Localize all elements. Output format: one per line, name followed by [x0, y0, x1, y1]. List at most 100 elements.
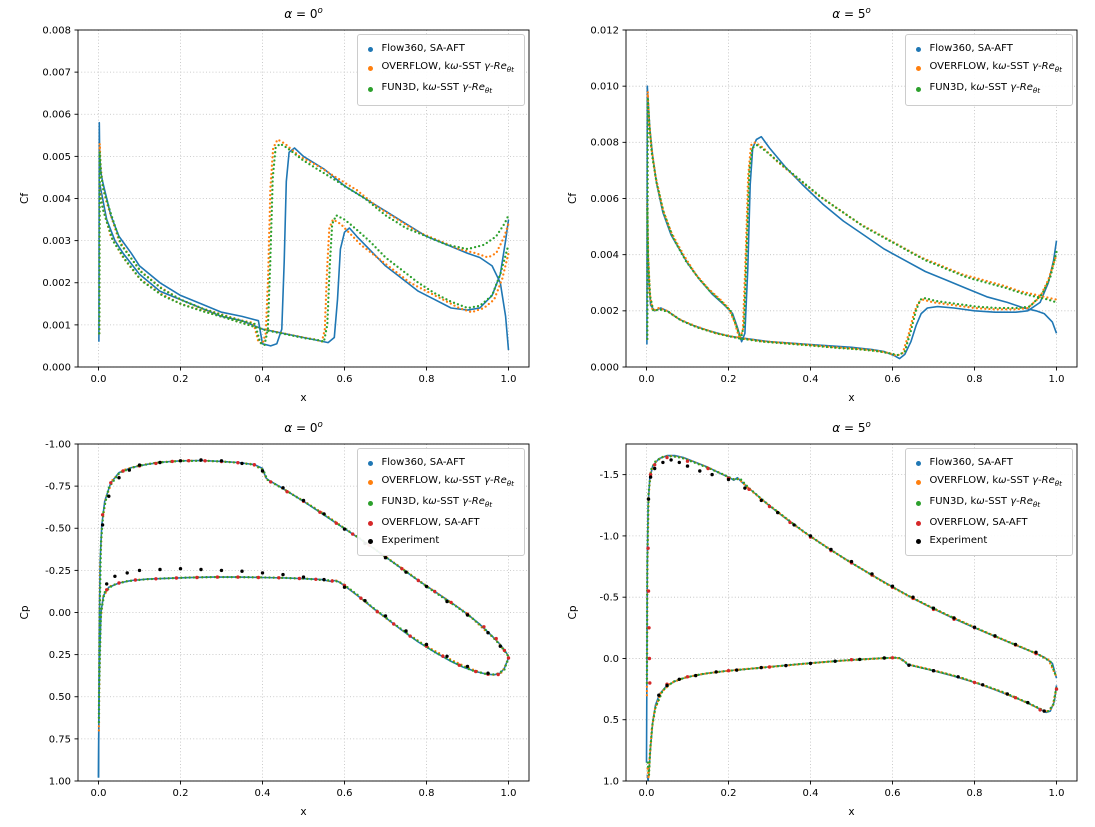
legend-item: Flow360, SA-AFT: [365, 40, 514, 58]
legend-label: OVERFLOW, kω-SST γ-Reθt: [381, 58, 514, 79]
legend-label: Experiment: [381, 532, 439, 550]
legend-item: FUN3D, kω-SST γ-Reθt: [365, 493, 514, 514]
text-segment: θt: [506, 479, 514, 488]
text-segment: -SST: [458, 61, 485, 72]
text-segment: OVERFLOW, SA-AFT: [929, 517, 1028, 528]
axes-box: [625, 443, 1078, 782]
chart-title: α = 0o: [78, 6, 529, 21]
text-segment: γ-Re: [1032, 475, 1055, 486]
text-segment: -SST: [436, 82, 463, 93]
y-tick-label: 0.008: [42, 25, 71, 36]
x-tick-label: 0.4: [803, 374, 819, 385]
legend-label: FUN3D, kω-SST γ-Reθt: [381, 79, 492, 100]
text-segment: ω: [998, 475, 1007, 486]
text-segment: OVERFLOW, k: [929, 475, 999, 486]
text-segment: o: [865, 420, 871, 430]
text-segment: OVERFLOW, k: [929, 61, 999, 72]
legend-item: Flow360, SA-AFT: [913, 40, 1062, 58]
x-tick-label: 0.8: [967, 374, 983, 385]
x-tick-label: 0.0: [91, 788, 107, 799]
text-segment: α: [284, 7, 293, 21]
chart-title: α = 0o: [78, 420, 529, 435]
text-segment: -SST: [984, 496, 1011, 507]
x-tick-label: 0.0: [639, 788, 655, 799]
legend-label: Flow360, SA-AFT: [929, 40, 1012, 58]
text-segment: γ-Re: [462, 496, 485, 507]
chart-cf-alpha-0: 0.0 0.2 0.4 0.6 0.8 1.0 0.000 0.001 0.002 0.003 0.…: [0, 0, 547, 413]
chart-cp-alpha-0: 0.0 0.2 0.4 0.6 0.8 1.0 -1.00 -0.75 -0.50 -0.25 0.…: [0, 414, 547, 827]
legend-marker-dot: [368, 501, 374, 506]
text-segment: FUN3D, k: [929, 496, 977, 507]
x-axis-label: x: [300, 392, 306, 404]
legend-label: Flow360, SA-AFT: [929, 454, 1012, 472]
chart-cf-alpha-5: 0.0 0.2 0.4 0.6 0.8 1.0 0.000 0.002 0.004 0.006 0.…: [548, 0, 1095, 413]
text-segment: FUN3D, k: [929, 82, 977, 93]
x-tick-label: 1.0: [1049, 374, 1065, 385]
text-segment: OVERFLOW, k: [381, 475, 451, 486]
y-tick-label: -1.00: [45, 439, 71, 450]
legend-marker-dot: [368, 538, 374, 544]
legend-item: FUN3D, kω-SST γ-Reθt: [913, 493, 1062, 514]
text-segment: α: [832, 421, 841, 435]
legend-marker-dot: [368, 460, 374, 466]
legend-item: OVERFLOW, SA-AFT: [913, 514, 1062, 532]
text-segment: o: [317, 6, 323, 16]
legend-marker-dot: [916, 520, 922, 526]
text-segment: Experiment: [929, 535, 988, 546]
text-segment: Flow360, SA-AFT: [929, 457, 1013, 468]
y-tick-label: 0.003: [42, 236, 71, 247]
y-tick-label: -0.25: [45, 566, 71, 577]
legend: Flow360, SA-AFT OVERFLOW, kω-SST γ-Reθt FU…: [905, 34, 1073, 106]
text-segment: ω: [450, 61, 459, 72]
y-tick-label: 1.00: [49, 776, 71, 787]
legend-item: Experiment: [913, 532, 1062, 550]
series-overflow-sst: [646, 91, 1057, 357]
text-segment: ω: [976, 82, 985, 93]
y-tick-label: 0.25: [49, 650, 71, 661]
y-tick-label: 0.012: [590, 25, 619, 36]
legend-marker-dot: [916, 87, 922, 92]
x-tick-label: 0.8: [419, 788, 435, 799]
text-segment: -SST: [1006, 475, 1033, 486]
y-tick-label: 0.50: [49, 692, 71, 703]
text-segment: ω: [428, 496, 437, 507]
y-tick-label: 0.75: [49, 734, 71, 745]
text-segment: = 5: [840, 421, 866, 435]
y-tick-label: -0.5: [599, 593, 619, 604]
x-tick-label: 0.2: [173, 788, 189, 799]
x-tick-label: 0.4: [803, 788, 819, 799]
y-axis-label: Cf: [567, 193, 579, 204]
legend: Flow360, SA-AFT OVERFLOW, kω-SST γ-Reθt FU…: [357, 34, 525, 106]
x-tick-label: 0.0: [91, 374, 107, 385]
y-tick-label: 0.006: [590, 194, 619, 205]
series-fun3d-sst: [98, 143, 509, 347]
x-tick-label: 0.4: [255, 374, 271, 385]
x-tick-label: 0.2: [173, 374, 189, 385]
y-tick-label: -0.50: [45, 524, 71, 535]
x-axis-label: x: [848, 392, 854, 404]
y-tick-label: 0.5: [603, 715, 619, 726]
series-flow360-sa-aft: [98, 121, 510, 351]
text-segment: o: [317, 420, 323, 430]
x-axis-label: x: [848, 806, 854, 818]
series-fun3d-sst: [646, 98, 1058, 357]
x-tick-label: 0.4: [255, 788, 271, 799]
axis-ticks: 0.0 0.2 0.4 0.6 0.8 1.0 0.000 0.001 0.002 0.003 0.…: [19, 25, 516, 404]
text-segment: o: [865, 6, 871, 16]
text-segment: -SST: [984, 82, 1011, 93]
legend-marker-dot: [368, 520, 374, 526]
legend-label: OVERFLOW, SA-AFT: [929, 514, 1027, 532]
text-segment: FUN3D, k: [381, 82, 429, 93]
legend-item: OVERFLOW, kω-SST γ-Reθt: [365, 472, 514, 493]
text-segment: ω: [998, 61, 1007, 72]
plot-canvas: 0.0 0.2 0.4 0.6 0.8 1.0 0.000 0.001 0.002 0.003 0.…: [19, 25, 530, 404]
y-tick-label: -0.75: [45, 482, 71, 493]
chart-title: α = 5o: [626, 420, 1077, 435]
text-segment: γ-Re: [1010, 82, 1033, 93]
y-tick-label: -1.5: [599, 470, 619, 481]
text-segment: γ-Re: [1010, 496, 1033, 507]
series-experiment: [646, 458, 1046, 713]
plot-canvas: 0.0 0.2 0.4 0.6 0.8 1.0 0.000 0.002 0.004 0.006 0.…: [567, 25, 1078, 404]
x-tick-label: 1.0: [501, 374, 517, 385]
